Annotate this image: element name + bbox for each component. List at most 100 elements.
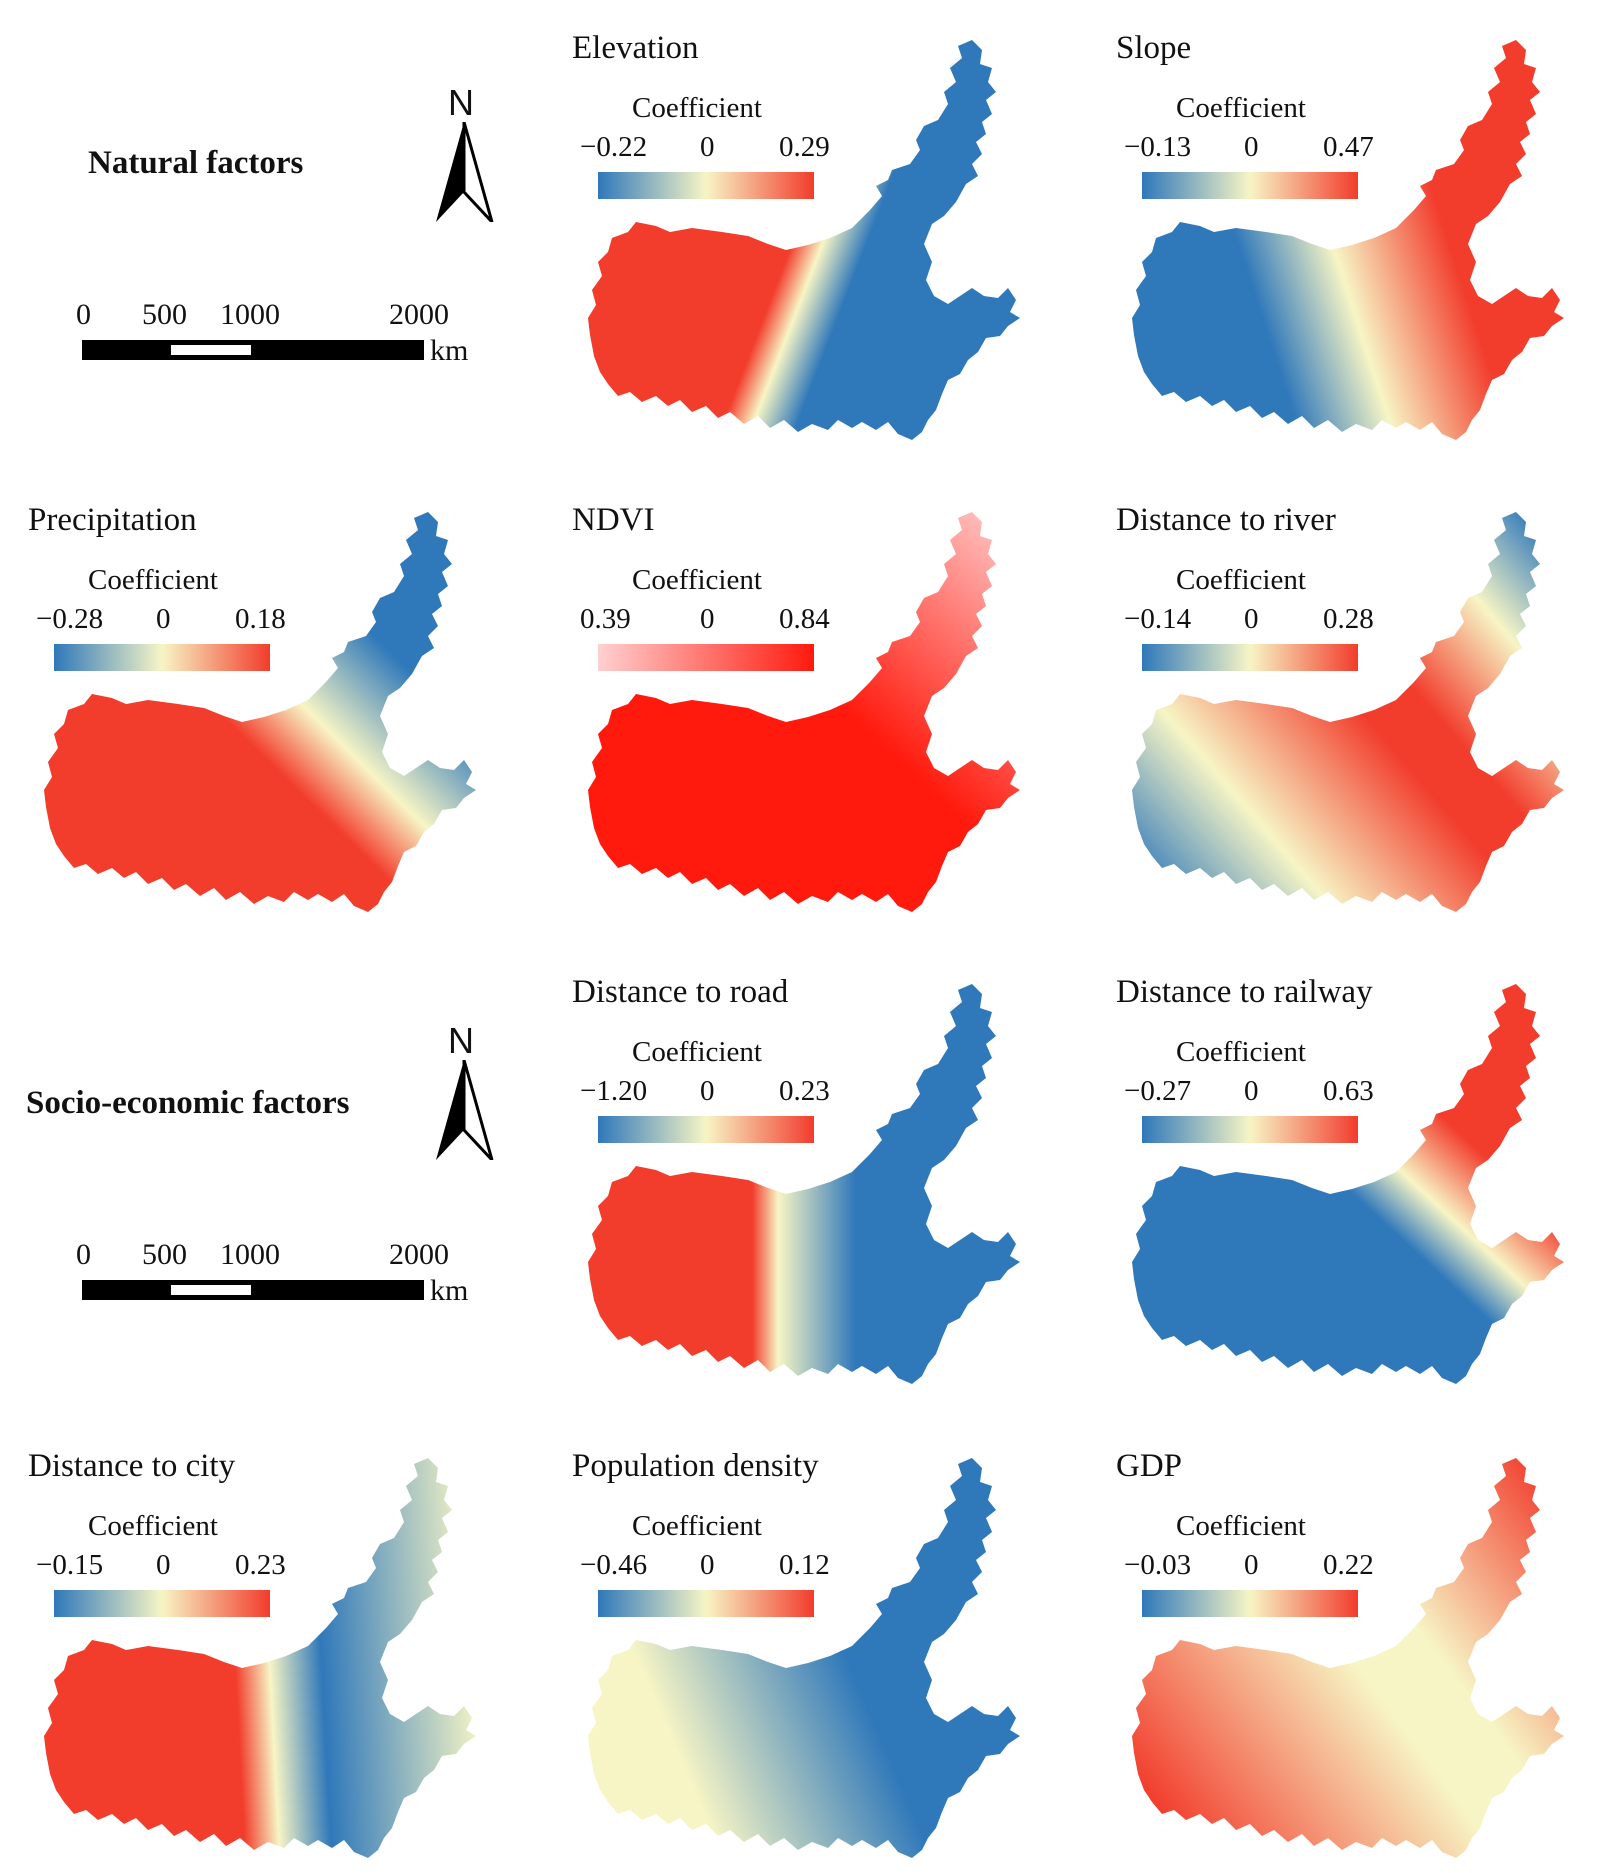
scale-tick-1000: 1000 [220,1238,280,1271]
north-letter: N [448,82,474,123]
legend-title: Coefficient [1176,1036,1306,1068]
legend-zero-label: 0 [700,131,715,163]
legend-colorbar [1142,1116,1358,1143]
legend-zero-label: 0 [156,1549,171,1581]
scale-bar-graphic [82,340,424,360]
legend-colorbar [1142,644,1358,671]
legend-min-label: −1.20 [580,1075,648,1107]
region-map [588,512,1020,912]
legend-min-label: −0.27 [1124,1075,1192,1107]
legend-max-label: 0.84 [779,603,830,635]
north-letter: N [448,1020,474,1061]
legend-colorbar [1142,1590,1358,1617]
north-arrow-icon [436,1060,494,1160]
legend-min-label: −0.14 [1124,603,1192,635]
panel-population-density: Population density Coefficient −0.46 0 0.12 [572,1418,1092,1868]
region-map [1132,40,1564,440]
legend-zero-label: 0 [700,1549,715,1581]
legend-max-label: 0.18 [235,603,286,635]
panel-title: Precipitation [28,502,197,538]
legend-max-label: 0.22 [1323,1549,1374,1581]
panel-title: Population density [572,1448,819,1484]
north-arrow: N [432,82,502,222]
scale-unit: km [430,1274,469,1307]
region-map [1132,984,1564,1384]
section-title-socio-economic: Socio-economic factors [26,1085,350,1121]
region-surface [588,40,1020,440]
region-map [44,512,476,912]
section-title-natural: Natural factors [88,145,304,181]
legend-zero-label: 0 [1244,1075,1259,1107]
panel-title: Slope [1116,30,1192,66]
panel-title: Distance to river [1116,502,1336,538]
region-surface [588,1458,1020,1858]
scale-tick-500: 500 [142,1238,187,1271]
legend-min-label: 0.39 [580,603,631,635]
panel-distance-to-railway: Distance to railway Coefficient −0.27 0 0.63 [1116,944,1618,1394]
panel-title: Elevation [572,30,699,66]
region-map [44,1458,476,1858]
legend-title: Coefficient [1176,1510,1306,1542]
legend-min-label: −0.28 [36,603,104,635]
legend-colorbar [54,1590,270,1617]
scale-bar-graphic [82,1280,424,1300]
scale-tick-500: 500 [142,298,187,331]
legend-colorbar [54,644,270,671]
legend-zero-label: 0 [1244,1549,1259,1581]
scale-unit: km [430,334,469,367]
legend-min-label: −0.15 [36,1549,104,1581]
scale-tick-0: 0 [76,1238,91,1271]
scale-tick-0: 0 [76,298,91,331]
north-arrow: N [432,1020,502,1160]
legend-title: Coefficient [632,1510,762,1542]
panel-precipitation: Precipitation Coefficient −0.28 0 0.18 [28,472,548,922]
scale-bar: 0 500 1000 2000 km [76,298,502,378]
region-map [1132,512,1564,912]
scale-tick-2000: 2000 [389,1238,449,1271]
legend-title: Coefficient [88,1510,218,1542]
legend-zero-label: 0 [1244,131,1259,163]
legend-title: Coefficient [1176,564,1306,596]
panel-title: Distance to road [572,974,789,1010]
region-surface [588,984,1020,1384]
panel-title: Distance to railway [1116,974,1373,1010]
region-map [588,1458,1020,1858]
panel-title: Distance to city [28,1448,236,1484]
region-surface [1132,40,1564,440]
legend-title: Coefficient [1176,92,1306,124]
legend-zero-label: 0 [1244,603,1259,635]
legend-min-label: −0.46 [580,1549,648,1581]
legend-min-label: −0.03 [1124,1549,1192,1581]
region-surface [588,512,1020,912]
legend-title: Coefficient [632,1036,762,1068]
legend-colorbar [598,644,814,671]
legend-title: Coefficient [632,564,762,596]
legend-min-label: −0.22 [580,131,648,163]
region-surface [1132,984,1564,1384]
region-surface [44,512,476,912]
legend-title: Coefficient [632,92,762,124]
legend-max-label: 0.23 [779,1075,830,1107]
panel-distance-to-river: Distance to river Coefficient −0.14 0 0.28 [1116,472,1618,922]
legend-zero-label: 0 [700,603,715,635]
legend-colorbar [598,172,814,199]
legend-max-label: 0.63 [1323,1075,1374,1107]
panel-elevation: Elevation Coefficient −0.22 0 0.29 [572,0,1092,450]
scale-bar: 0 500 1000 2000 km [76,1238,502,1318]
panel-title: NDVI [572,502,655,538]
legend-colorbar [1142,172,1358,199]
legend-max-label: 0.12 [779,1549,830,1581]
legend-title: Coefficient [88,564,218,596]
legend-zero-label: 0 [700,1075,715,1107]
scale-tick-2000: 2000 [389,298,449,331]
legend-max-label: 0.47 [1323,131,1374,163]
region-map [588,40,1020,440]
panel-gdp: GDP Coefficient −0.03 0 0.22 [1116,1418,1618,1868]
region-map [1132,1458,1564,1858]
region-surface [1132,512,1564,912]
legend-zero-label: 0 [156,603,171,635]
panel-ndvi: NDVI Coefficient 0.39 0 0.84 [572,472,1092,922]
legend-min-label: −0.13 [1124,131,1192,163]
panel-title: GDP [1116,1448,1183,1484]
panel-distance-to-road: Distance to road Coefficient −1.20 0 0.23 [572,944,1092,1394]
